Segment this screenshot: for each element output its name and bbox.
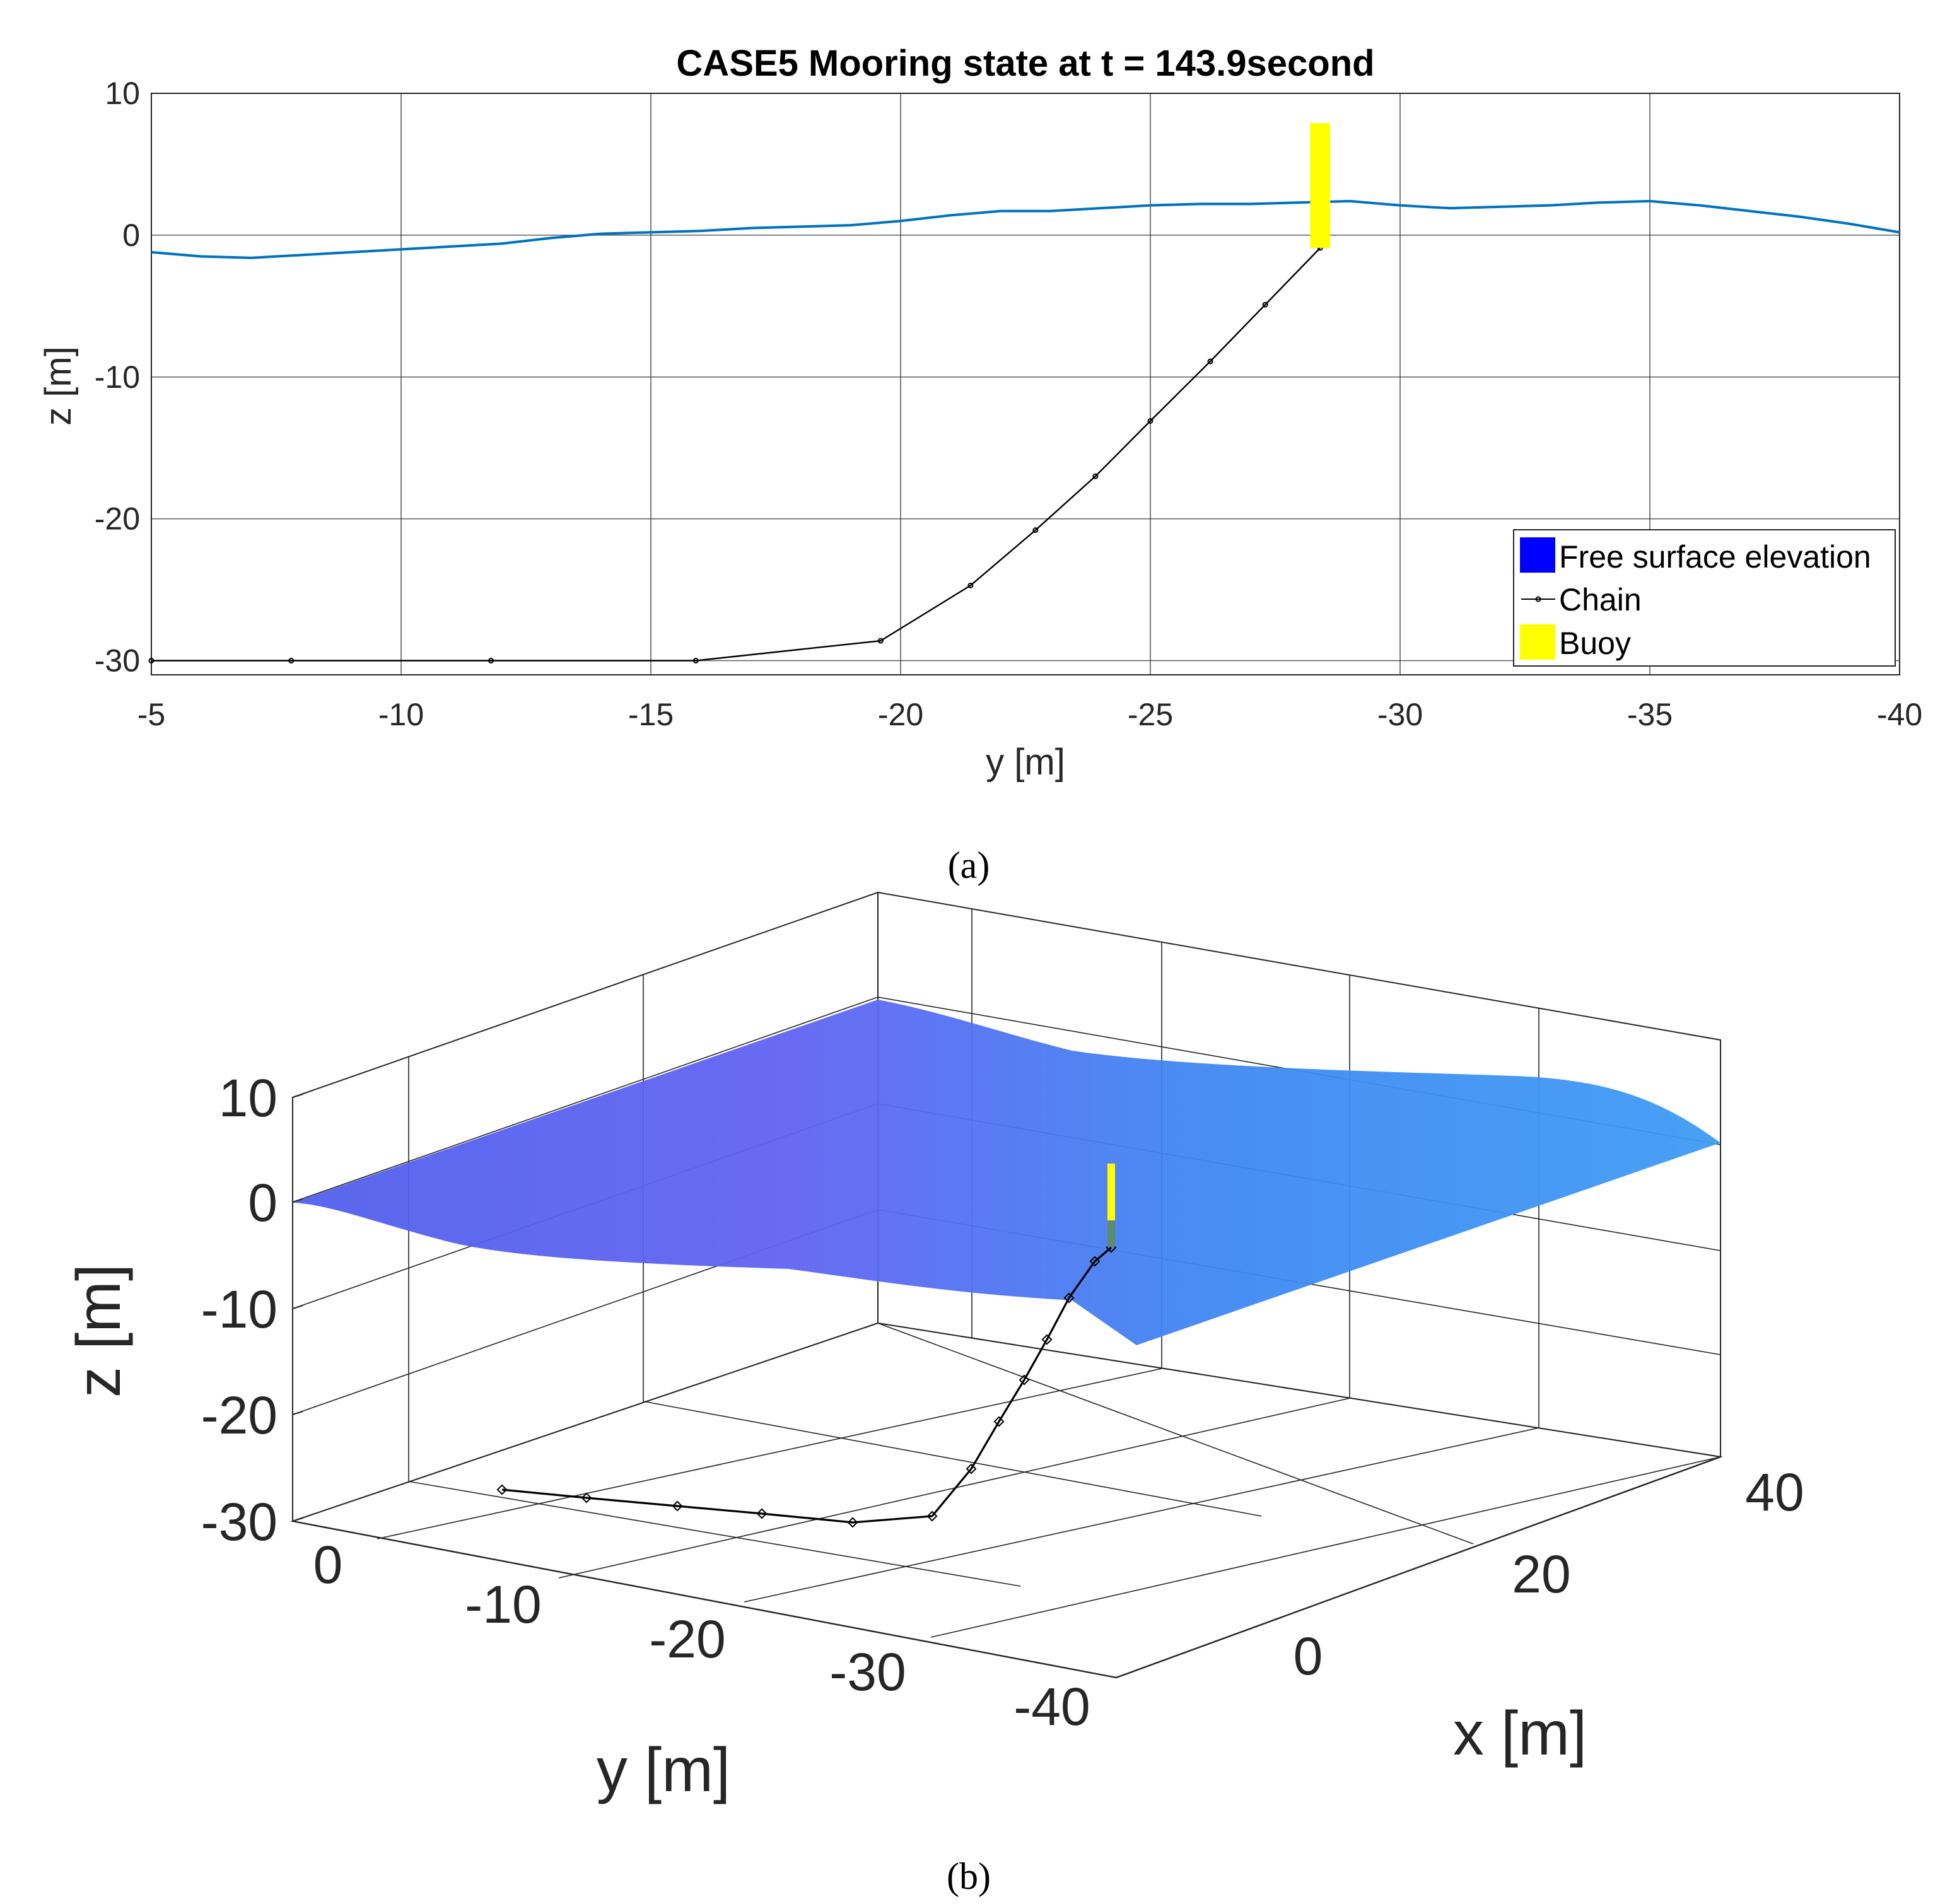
x-tick-label: -40 xyxy=(1877,697,1922,732)
buoy-3d-submerged xyxy=(1107,1220,1115,1247)
legend-swatch-surface xyxy=(1520,537,1555,573)
grid-line xyxy=(643,1401,1262,1517)
grid-line xyxy=(744,1427,1539,1603)
x-tick-label: -25 xyxy=(1128,697,1173,732)
x-tick-label-b: 20 xyxy=(1512,1545,1570,1604)
panel-b-3d-plot: 10 0 -10 -20 -30 0 -10 -20 -30 -40 40 20 0 z [m] y [… xyxy=(64,891,1804,1897)
legend-label-surface: Free surface elevation xyxy=(1559,539,1871,575)
legend-swatch-buoy xyxy=(1520,624,1555,660)
x-tick-label: -35 xyxy=(1627,697,1673,732)
free-surface-3d xyxy=(293,1000,1720,1345)
grid-line xyxy=(408,1481,1021,1587)
x-tick-label-b: 40 xyxy=(1745,1463,1804,1522)
y-tick-label-b: -10 xyxy=(465,1575,541,1634)
chain-node xyxy=(1207,358,1213,365)
y-tick-label: -30 xyxy=(95,643,140,679)
y-tick-label: 10 xyxy=(105,76,140,111)
grid-line xyxy=(292,996,879,1203)
x-tick-label: -30 xyxy=(1377,697,1423,732)
caption-b: (b) xyxy=(947,1855,991,1897)
grid-line xyxy=(930,1456,1721,1638)
legend-label-buoy: Buoy xyxy=(1559,626,1631,661)
tick-mark xyxy=(292,1094,303,1098)
chain-3d-node xyxy=(756,1508,768,1519)
y-axis-label-a: z [m] xyxy=(38,346,79,426)
chain-line xyxy=(151,247,1321,662)
chain-node xyxy=(967,582,974,588)
series-a xyxy=(148,123,1900,664)
y-tick-label-b: -30 xyxy=(829,1642,906,1702)
x-tick-label: -20 xyxy=(878,697,923,732)
chain-3d-node xyxy=(847,1517,858,1528)
chain-node xyxy=(1262,301,1268,308)
chain-node xyxy=(1032,527,1039,534)
z-tick-label: -10 xyxy=(201,1280,277,1339)
legend-marker-chain xyxy=(1535,596,1541,602)
grid-line xyxy=(877,1323,1474,1545)
tick-mark xyxy=(292,1517,303,1522)
z-tick-label: 0 xyxy=(248,1173,277,1232)
grid-line xyxy=(377,1368,1162,1539)
legend-a: Free surface elevation Chain Buoy xyxy=(1513,529,1896,667)
y-tick-label: 0 xyxy=(122,218,140,253)
panel-a-2d-plot: -5 -10 -15 -20 -25 -30 -35 -40 10 0 -10 -20 -30 CASE… xyxy=(38,43,1922,886)
buoy-3d xyxy=(1107,1164,1115,1220)
y-tick-label: -10 xyxy=(95,359,140,395)
buoy xyxy=(1310,123,1331,248)
chain-3d-node xyxy=(1063,1292,1075,1304)
chain-node xyxy=(148,658,155,664)
chain-3d-node xyxy=(496,1484,508,1495)
ticks-a: -5 -10 -15 -20 -25 -30 -35 -40 10 0 -10 -20 -30 xyxy=(95,76,1922,732)
chain-node xyxy=(1092,473,1099,479)
x-axis-edge xyxy=(1116,1456,1721,1679)
chain-3d-node xyxy=(672,1500,683,1512)
x-tick-label: -10 xyxy=(378,697,424,732)
chain-node xyxy=(488,658,494,664)
z-tick-label: -20 xyxy=(201,1386,277,1445)
z-tick-label: 10 xyxy=(219,1068,277,1128)
y-axis-edge xyxy=(292,1520,1117,1679)
chain-3d-node xyxy=(926,1510,938,1522)
x-tick-label-b: 0 xyxy=(1294,1627,1323,1686)
chain-3d-node xyxy=(581,1492,592,1504)
y-axis-label-b: y [m] xyxy=(597,1735,730,1804)
tick-mark xyxy=(292,1411,303,1415)
y-tick-label: -20 xyxy=(95,501,140,537)
chain-3d-node xyxy=(1019,1374,1030,1386)
chain-3d-node xyxy=(1089,1256,1101,1267)
chain-node xyxy=(692,658,699,664)
free-surface-line xyxy=(151,199,1900,259)
z-axis-label-b: z [m] xyxy=(64,1264,133,1398)
chain-node xyxy=(877,638,884,644)
caption-a: (a) xyxy=(948,844,990,886)
z-tick-label: -30 xyxy=(201,1492,277,1551)
x-axis-label-b: x [m] xyxy=(1453,1698,1587,1768)
chain-3d-node xyxy=(966,1463,977,1475)
legend-label-chain: Chain xyxy=(1559,582,1642,617)
ticks-b: 10 0 -10 -20 -30 0 -10 -20 -30 -40 40 20 0 xyxy=(201,1068,1804,1736)
y-tick-label-b: -40 xyxy=(1013,1677,1090,1736)
chain-3d-node xyxy=(993,1416,1005,1427)
y-tick-label-b: -20 xyxy=(649,1609,725,1669)
chain-3d-node xyxy=(1041,1334,1053,1345)
tick-mark xyxy=(292,1198,303,1203)
chain-node xyxy=(288,658,295,664)
x-tick-label: -15 xyxy=(628,697,674,732)
x-axis-label-a: y [m] xyxy=(986,742,1065,783)
legend-box xyxy=(1513,529,1896,667)
chain-3d-line xyxy=(501,1246,1113,1524)
x-tick-label: -5 xyxy=(137,697,165,732)
tick-mark xyxy=(292,1305,303,1309)
chart-title: CASE5 Mooring state at t = 143.9second xyxy=(676,43,1374,84)
y-tick-label-b: 0 xyxy=(313,1535,343,1594)
chain-node xyxy=(1147,418,1154,424)
